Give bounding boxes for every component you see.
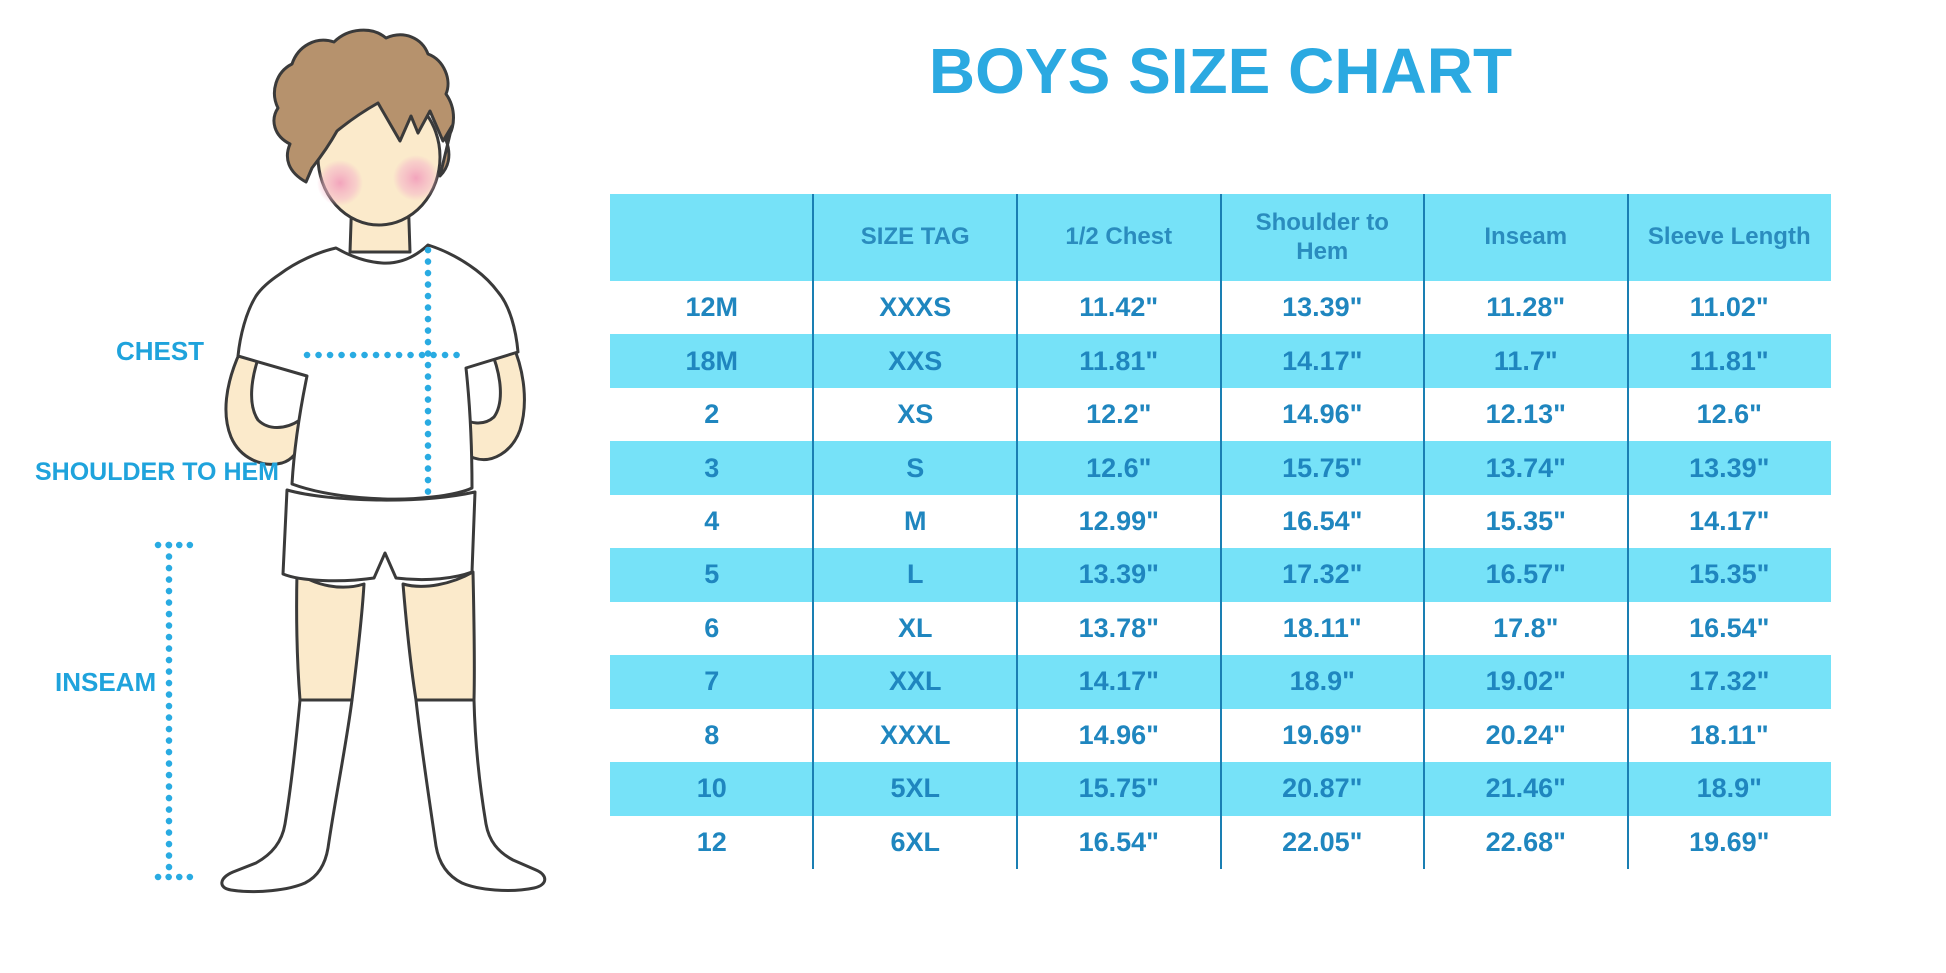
value-cell: XS [897,399,934,430]
value-cell: 5XL [890,773,941,804]
boy-right-sock [414,698,547,892]
value-cell: 12.13" [1485,399,1566,430]
value-cell: 19.02" [1485,666,1566,697]
value-cell: 14.17" [1689,506,1770,537]
value-cell: 16.54" [1282,506,1363,537]
header-cell: Sleeve Length [1647,223,1811,251]
table-row: 12M XXXS 11.42" 13.39" 11.28" 11.02" [610,281,1831,334]
value-cell: XXXL [879,719,951,750]
column-divider [1219,194,1222,869]
value-cell: 22.68" [1485,826,1566,857]
value-cell: 11.7" [1493,345,1558,376]
value-cell: 19.69" [1689,826,1770,857]
value-cell: 12.6" [1086,452,1152,483]
value-cell: S [906,452,925,483]
value-cell: XXS [888,345,943,376]
size-cell: 3 [704,452,720,483]
boy-left-sock [220,698,354,894]
left-cheek [317,160,363,206]
value-cell: 14.17" [1282,345,1363,376]
value-cell: 12.2" [1086,399,1152,430]
value-cell: 17.32" [1282,559,1363,590]
column-divider [1626,194,1629,869]
value-cell: 17.8" [1493,612,1559,643]
size-table: SIZE TAG 1/2 Chest Shoulder to Hem Inseam Sl… [610,194,1831,869]
boy-hair [272,28,455,184]
boy-left-leg [295,570,366,702]
column-divider [812,194,815,869]
boy-shorts [281,488,477,583]
column-divider [1422,194,1425,869]
value-cell: L [907,559,924,590]
value-cell: 14.17" [1078,666,1159,697]
value-cell: 15.35" [1485,506,1566,537]
size-cell: 12M [685,292,739,323]
value-cell: 15.75" [1282,452,1363,483]
page-title: BOYS SIZE CHART [928,35,1513,107]
value-cell: 14.96" [1078,719,1159,750]
size-cell: 5 [704,559,720,590]
value-cell: 12.6" [1696,399,1762,430]
value-cell: 15.75" [1078,773,1159,804]
table-row: 6 XL 13.78" 18.11" 17.8" 16.54" [610,602,1831,655]
value-cell: 16.54" [1689,612,1770,643]
right-cheek [393,155,439,201]
value-cell: XXL [888,666,942,697]
value-cell: 13.78" [1078,612,1159,643]
value-cell: 13.39" [1689,452,1770,483]
value-cell: 11.42" [1079,292,1159,323]
header-cell [610,194,814,281]
value-cell: 18.11" [1689,719,1769,750]
header-cell: Inseam [1484,223,1568,251]
value-cell: 17.32" [1689,666,1770,697]
value-cell: XXXS [879,292,952,323]
value-cell: 18.9" [1696,773,1762,804]
table-row: 12 6XL 16.54" 22.05" 22.68" 19.69" [610,816,1831,869]
value-cell: XL [897,612,933,643]
size-cell: 7 [704,666,720,697]
value-cell: 13.39" [1078,559,1159,590]
table-row: 4 M 12.99" 16.54" 15.35" 14.17" [610,495,1831,548]
table-row: 2 XS 12.2" 14.96" 12.13" 12.6" [610,388,1831,441]
size-cell: 8 [704,719,720,750]
inseam-label: INSEAM [55,667,157,697]
value-cell: 19.69" [1282,719,1363,750]
value-cell: 11.02" [1689,292,1769,323]
header-cell: 1/2 Chest [1065,223,1173,251]
value-cell: 13.39" [1282,292,1363,323]
size-cell: 4 [704,506,720,537]
value-cell: 22.05" [1282,826,1363,857]
size-cell: 2 [704,399,720,430]
value-cell: 16.57" [1485,559,1566,590]
column-divider [1015,194,1018,869]
value-cell: 20.24" [1485,719,1566,750]
value-cell: 15.35" [1689,559,1770,590]
value-cell: 11.28" [1486,292,1566,323]
value-cell: 20.87" [1282,773,1363,804]
value-cell: 13.74" [1485,452,1566,483]
value-cell: 16.54" [1078,826,1159,857]
boy-illustration [154,28,547,894]
shoulder-to-hem-label: SHOULDER TO HEM [35,458,279,486]
boy-tshirt [236,243,520,501]
value-cell: M [904,506,927,537]
value-cell: 18.9" [1289,666,1355,697]
size-cell: 10 [696,773,727,804]
value-cell: 21.46" [1485,773,1566,804]
size-cell: 18M [685,345,739,376]
value-cell: 12.99" [1078,506,1159,537]
boy-right-leg [401,570,476,702]
header-cell: SIZE TAG [860,223,970,251]
value-cell: 6XL [890,826,941,857]
header-cell: Shoulder to Hem [1255,208,1389,265]
chest-label: CHEST [115,336,205,366]
size-cell: 12 [696,826,727,857]
value-cell: 11.81" [1689,345,1769,376]
value-cell: 18.11" [1282,612,1362,643]
value-cell: 11.81" [1079,345,1159,376]
value-cell: 14.96" [1282,399,1363,430]
size-cell: 6 [704,612,720,643]
table-row: 8 XXXL 14.96" 19.69" 20.24" 18.11" [610,709,1831,762]
